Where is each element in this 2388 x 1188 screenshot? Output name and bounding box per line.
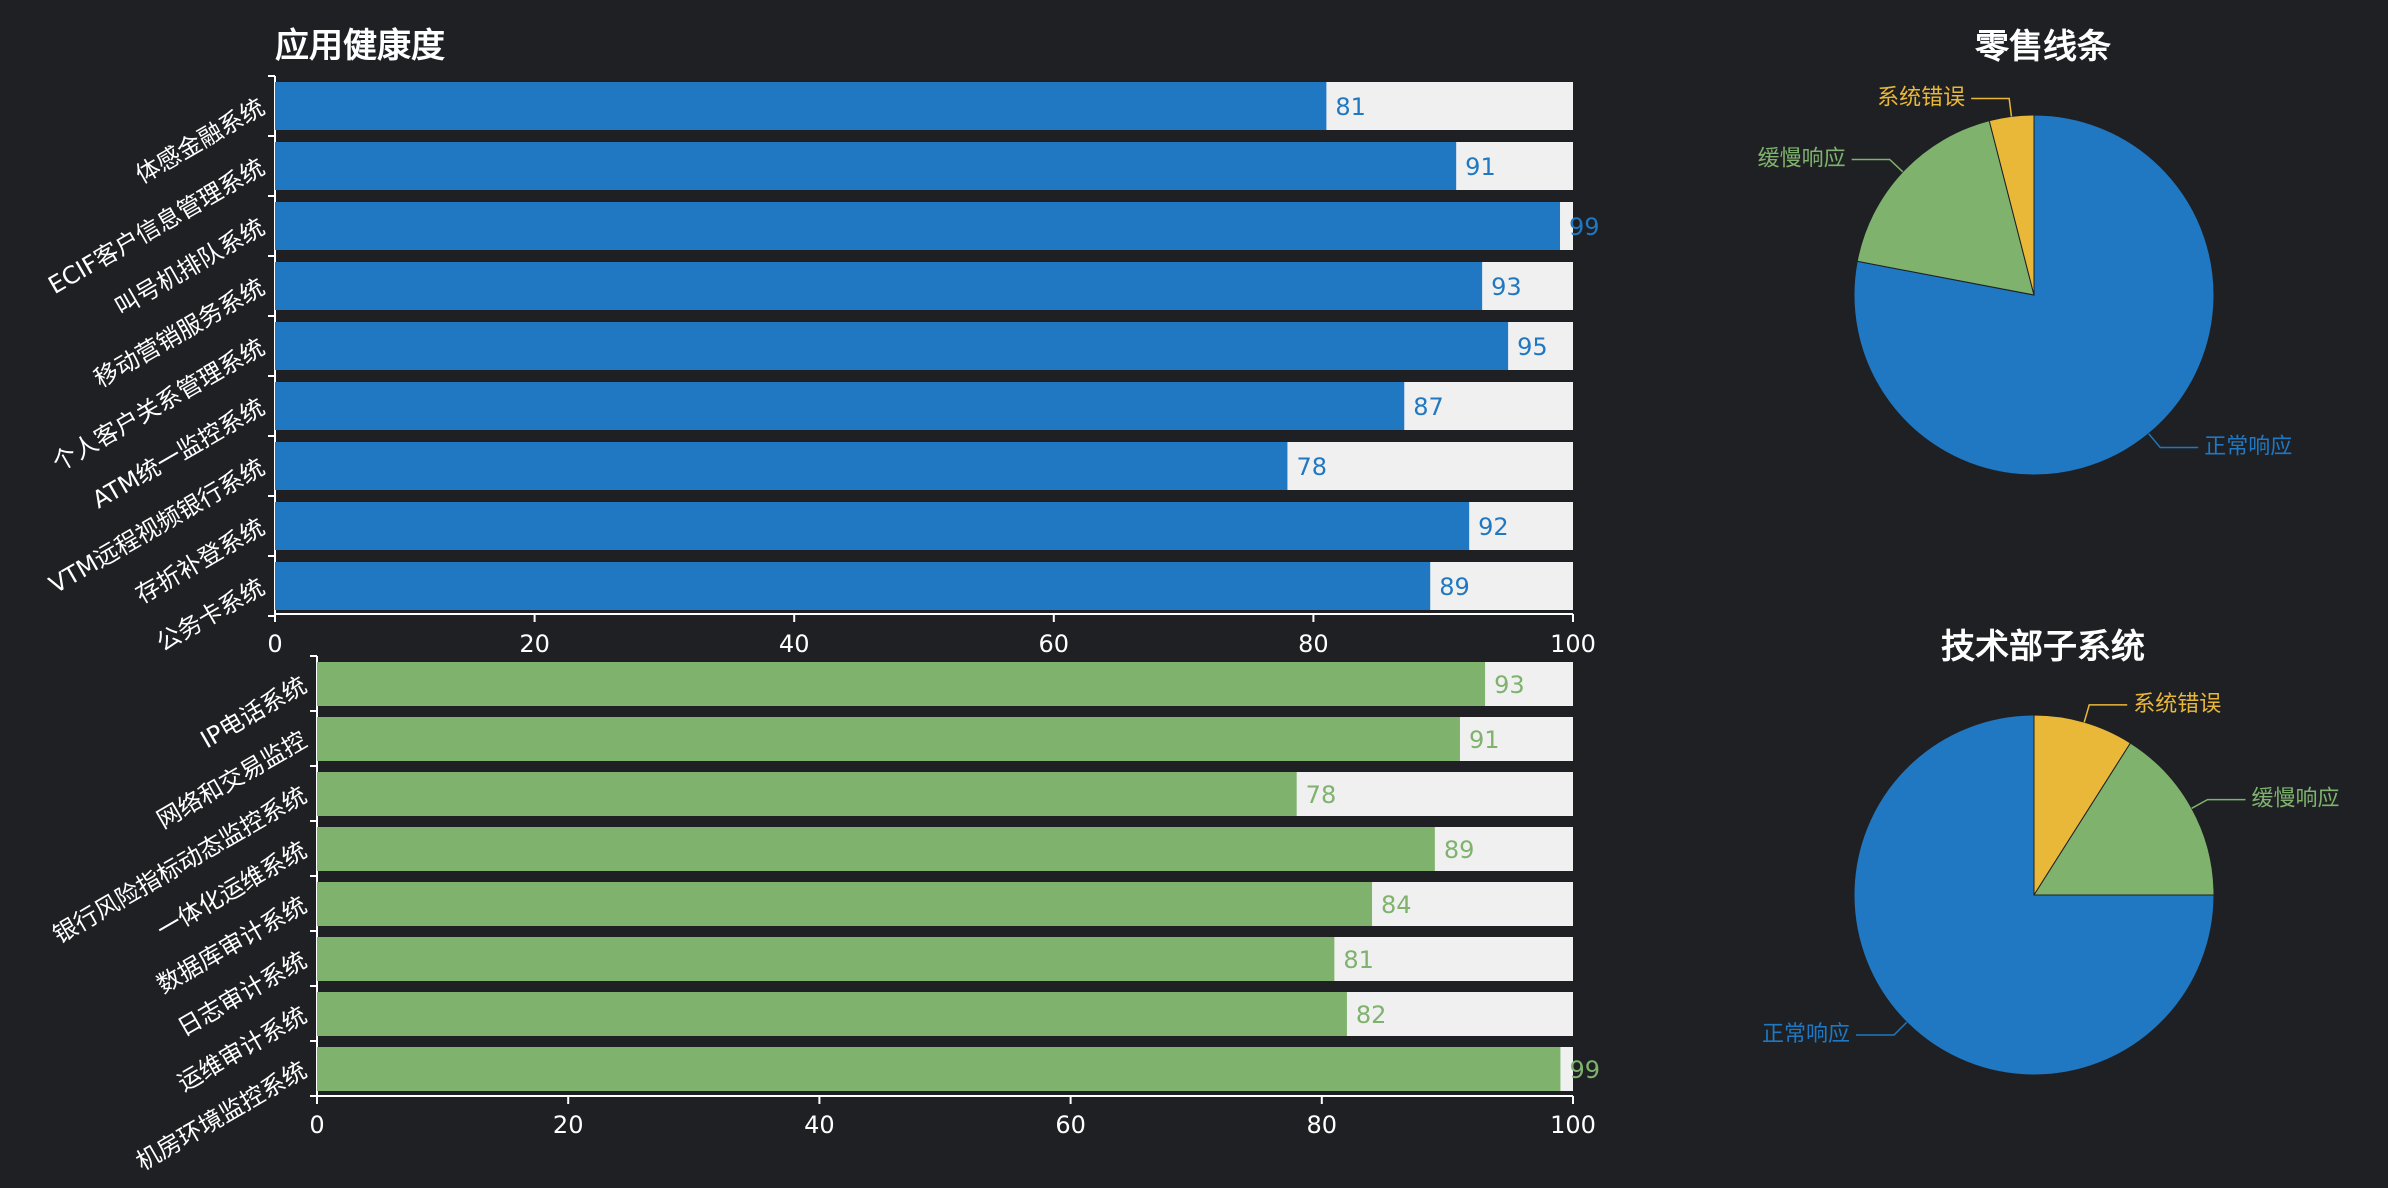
- bar-value-label: 92: [1478, 513, 1509, 541]
- bar[interactable]: [317, 992, 1347, 1036]
- pie-leader-line: [1855, 1021, 1908, 1036]
- bar-value-label: 89: [1439, 573, 1470, 601]
- bar-value-label: 87: [1413, 393, 1444, 421]
- pie-slice-label: 系统错误: [1877, 86, 1965, 111]
- x-tick-label: 60: [1055, 1111, 1086, 1139]
- bar-value-label: 93: [1491, 273, 1522, 301]
- bar-value-label: 84: [1381, 891, 1412, 919]
- bar[interactable]: [317, 827, 1435, 871]
- bar-value-label: 91: [1469, 726, 1500, 754]
- bar-value-label: 81: [1343, 946, 1374, 974]
- pie-slice[interactable]: [2033, 742, 2215, 896]
- bar-value-label: 78: [1306, 781, 1337, 809]
- x-tick-label: 40: [779, 630, 810, 658]
- pie-slice-label: 系统错误: [2133, 692, 2221, 717]
- pie-slice[interactable]: [1856, 120, 2035, 296]
- bar-value-label: 89: [1444, 836, 1475, 864]
- bar[interactable]: [275, 142, 1457, 190]
- pie-leader-line: [2148, 433, 2199, 449]
- bar[interactable]: [317, 1047, 1561, 1091]
- pie-leader-line: [2083, 704, 2128, 723]
- bar[interactable]: [317, 662, 1486, 706]
- x-tick-label: 20: [519, 630, 550, 658]
- pie-slice[interactable]: [1853, 114, 2215, 476]
- bar-value-label: 99: [1569, 213, 1600, 241]
- bar[interactable]: [275, 82, 1327, 130]
- x-tick-label: 0: [267, 630, 282, 658]
- x-tick-label: 100: [1550, 1111, 1596, 1139]
- bar[interactable]: [317, 717, 1460, 761]
- bar[interactable]: [317, 937, 1335, 981]
- bar[interactable]: [317, 772, 1297, 816]
- x-tick-label: 0: [309, 1111, 324, 1139]
- x-tick-label: 60: [1039, 630, 1070, 658]
- bar[interactable]: [275, 562, 1431, 610]
- retail-pie-chart: 正常响应 缓慢响应 系统错误: [1758, 86, 2292, 476]
- bar[interactable]: [275, 502, 1470, 550]
- x-tick-label: 20: [553, 1111, 584, 1139]
- bar[interactable]: [275, 442, 1288, 490]
- pie-slice-label: 正常响应: [2204, 435, 2292, 460]
- x-tick-label: 100: [1550, 630, 1596, 658]
- retail-pie-title: 零售线条: [1975, 27, 2111, 67]
- tech-pie-title: 技术部子系统: [1941, 627, 2145, 667]
- pie-leader-line: [1851, 158, 1904, 173]
- bar-value-label: 93: [1494, 671, 1525, 699]
- bar[interactable]: [275, 322, 1509, 370]
- x-tick-label: 80: [1298, 630, 1329, 658]
- category-label: ATM统一监控系统: [88, 393, 270, 514]
- pie-slice-label: 正常响应: [1762, 1022, 1850, 1047]
- bar[interactable]: [275, 382, 1405, 430]
- category-label: 移动营销服务系统: [89, 273, 269, 393]
- x-tick-label: 80: [1307, 1111, 1338, 1139]
- bar-value-label: 99: [1569, 1056, 1600, 1084]
- pie-slice[interactable]: [1988, 114, 2035, 296]
- health-chart-title: 应用健康度: [275, 26, 445, 66]
- x-tick-label: 40: [804, 1111, 835, 1139]
- bar-value-label: 95: [1517, 333, 1548, 361]
- bar-value-label: 78: [1296, 453, 1327, 481]
- pie-slice-label: 缓慢响应: [1758, 146, 1846, 171]
- bar-value-label: 91: [1465, 153, 1496, 181]
- pie-leader-line: [1971, 97, 2013, 117]
- pie-leader-line: [2191, 798, 2246, 809]
- bar[interactable]: [275, 262, 1483, 310]
- bar[interactable]: [317, 882, 1373, 926]
- bar-value-label: 81: [1335, 93, 1366, 121]
- bar[interactable]: [275, 202, 1561, 250]
- pie-slice-label: 缓慢响应: [2252, 787, 2340, 812]
- bar-value-label: 82: [1356, 1001, 1387, 1029]
